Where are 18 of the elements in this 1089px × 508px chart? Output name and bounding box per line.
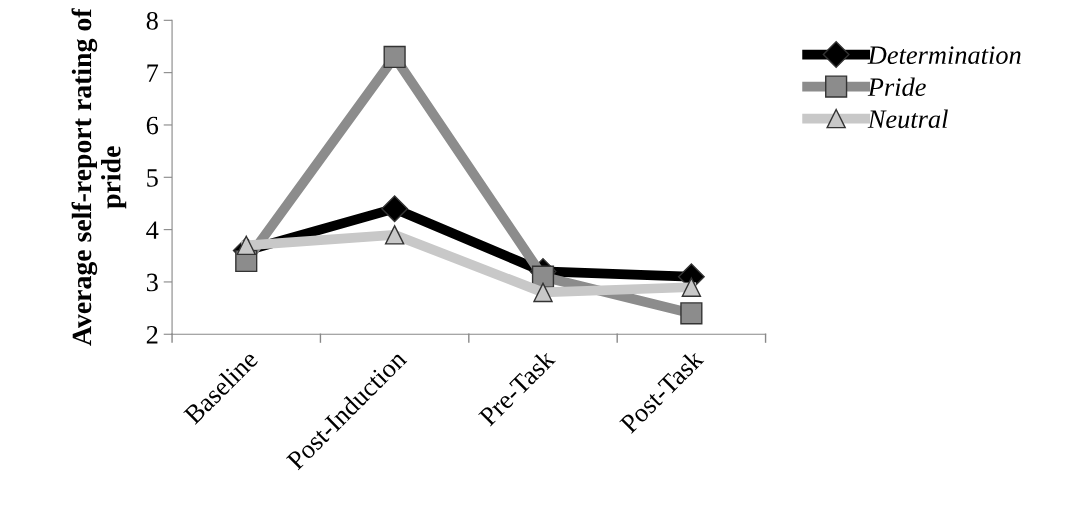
point (680, 302, 703, 325)
point (236, 235, 256, 256)
y-tick-label: 3 (146, 273, 158, 292)
y-tick-label: 5 (147, 169, 158, 187)
legend-label: Determination (867, 46, 1021, 65)
y-tick-label: 6 (146, 116, 159, 135)
y-tick-label: 2 (146, 325, 158, 344)
point (384, 225, 405, 245)
legend-label: Pride (867, 77, 926, 97)
y-axis-title: Average self-report rating of pride (71, 8, 127, 346)
y-tick-label: 8 (146, 11, 158, 30)
legend-label: Neutral (867, 109, 948, 129)
y-tick-label: 4 (146, 221, 159, 239)
point (533, 282, 553, 303)
point (383, 45, 406, 69)
point (381, 195, 409, 223)
point (681, 277, 702, 297)
y-tick-label: 7 (147, 64, 159, 82)
